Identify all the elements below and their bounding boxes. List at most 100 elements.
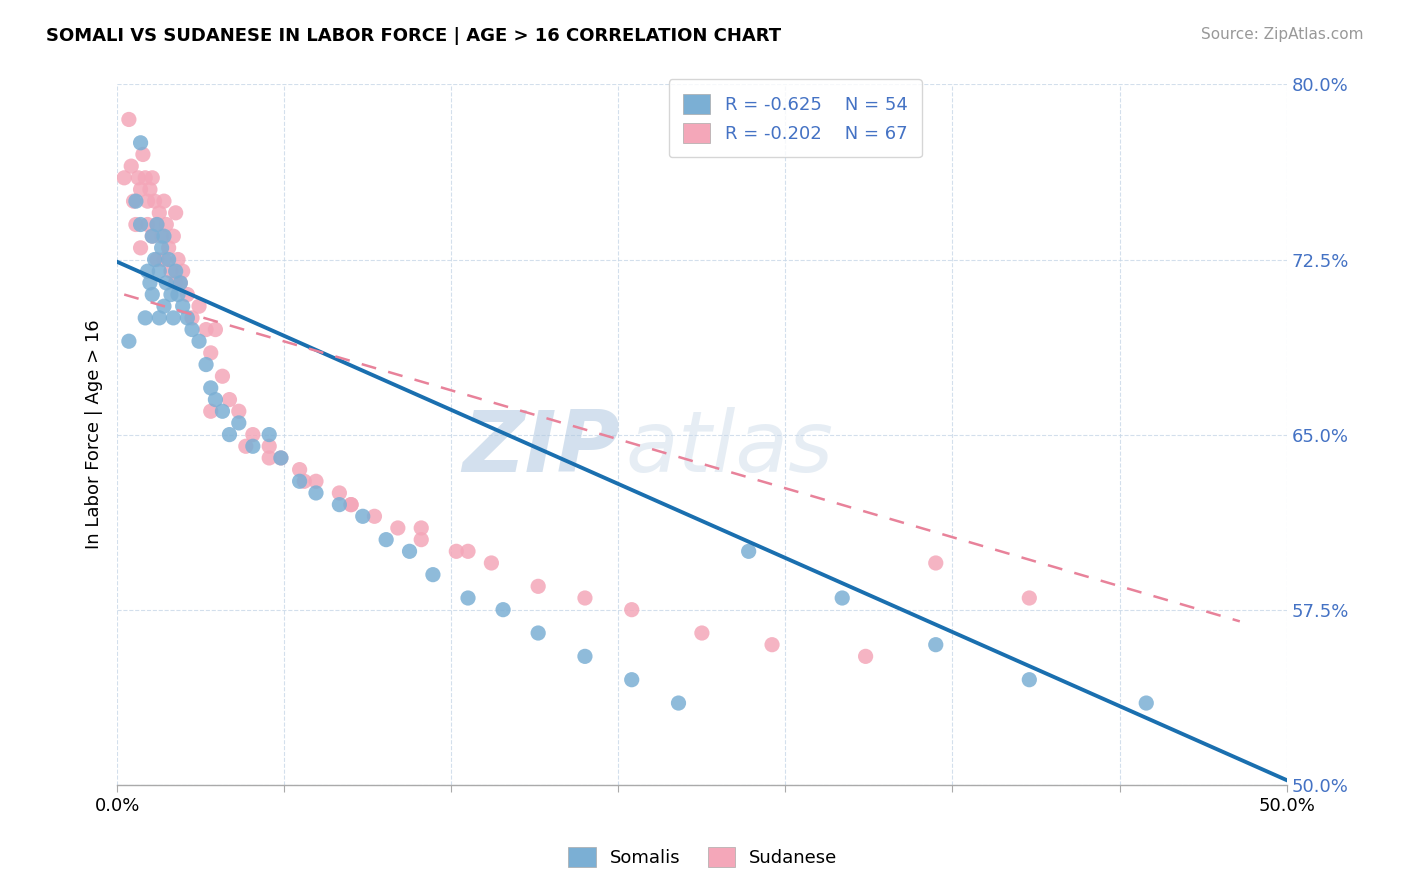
Point (1018, 673, 1040, 687)
Point (118, 334, 141, 349)
Point (188, 299, 211, 313)
Text: Source: ZipAtlas.com: Source: ZipAtlas.com (1201, 27, 1364, 42)
Text: SOMALI VS SUDANESE IN LABOR FORCE | AGE > 16 CORRELATION CHART: SOMALI VS SUDANESE IN LABOR FORCE | AGE … (46, 27, 782, 45)
Point (153, 229, 176, 244)
Point (292, 475, 315, 489)
Point (169, 276, 191, 290)
Point (352, 509, 374, 524)
Legend: R = -0.625    N = 54, R = -0.202    N = 67: R = -0.625 N = 54, R = -0.202 N = 67 (669, 79, 922, 157)
Point (457, 591, 479, 605)
Point (925, 556, 948, 570)
Point (129, 241, 152, 255)
Point (148, 206, 170, 220)
Point (120, 159, 142, 173)
Point (527, 626, 550, 640)
Y-axis label: In Labor Force | Age > 16: In Labor Force | Age > 16 (86, 320, 103, 549)
Point (761, 638, 783, 652)
Point (162, 310, 184, 325)
Point (204, 392, 226, 407)
Point (165, 206, 187, 220)
Point (169, 276, 191, 290)
Point (527, 579, 550, 593)
Point (925, 638, 948, 652)
Point (411, 533, 433, 547)
Point (153, 194, 176, 209)
Point (1135, 696, 1157, 710)
Point (129, 136, 152, 150)
Point (141, 287, 163, 301)
Point (242, 427, 264, 442)
Point (737, 544, 759, 558)
Point (136, 218, 159, 232)
Point (422, 567, 444, 582)
Point (668, 696, 690, 710)
Point (165, 276, 187, 290)
Point (150, 229, 173, 244)
Point (141, 229, 163, 244)
Point (172, 299, 194, 313)
Point (188, 334, 211, 349)
Point (492, 602, 515, 616)
Point (146, 218, 169, 232)
Point (235, 439, 257, 453)
Point (148, 310, 170, 325)
Point (146, 252, 169, 267)
Point (305, 486, 328, 500)
Point (200, 404, 222, 418)
Point (157, 241, 180, 255)
Point (398, 544, 420, 558)
Point (176, 310, 198, 325)
Point (143, 252, 166, 267)
Point (118, 112, 141, 127)
Point (195, 358, 218, 372)
Point (574, 591, 596, 605)
Point (200, 381, 222, 395)
Point (155, 276, 177, 290)
Point (134, 170, 156, 185)
Point (125, 194, 148, 209)
Point (288, 475, 311, 489)
Point (157, 252, 180, 267)
Point (153, 299, 176, 313)
Point (218, 392, 240, 407)
Point (257, 450, 280, 465)
Point (162, 229, 184, 244)
Point (457, 544, 479, 558)
Point (143, 194, 166, 209)
Point (387, 521, 409, 535)
Legend: Somalis, Sudanese: Somalis, Sudanese (561, 839, 845, 874)
Point (160, 287, 183, 301)
Point (160, 264, 183, 278)
Point (125, 218, 148, 232)
Point (146, 218, 169, 232)
Point (305, 475, 328, 489)
Point (141, 170, 163, 185)
Point (257, 439, 280, 453)
Text: atlas: atlas (626, 407, 834, 490)
Point (132, 147, 155, 161)
Point (340, 498, 363, 512)
Point (288, 462, 311, 476)
Point (855, 649, 877, 664)
Point (155, 218, 177, 232)
Point (141, 229, 163, 244)
Point (574, 649, 596, 664)
Point (620, 602, 643, 616)
Point (129, 182, 152, 196)
Point (218, 427, 240, 442)
Text: ZIP: ZIP (463, 407, 620, 490)
Point (211, 369, 233, 384)
Point (411, 521, 433, 535)
Point (165, 264, 187, 278)
Point (270, 450, 292, 465)
Point (620, 673, 643, 687)
Point (690, 626, 713, 640)
Point (136, 264, 159, 278)
Point (831, 591, 853, 605)
Point (204, 322, 226, 336)
Point (127, 170, 149, 185)
Point (328, 498, 350, 512)
Point (148, 264, 170, 278)
Point (134, 310, 156, 325)
Point (167, 252, 190, 267)
